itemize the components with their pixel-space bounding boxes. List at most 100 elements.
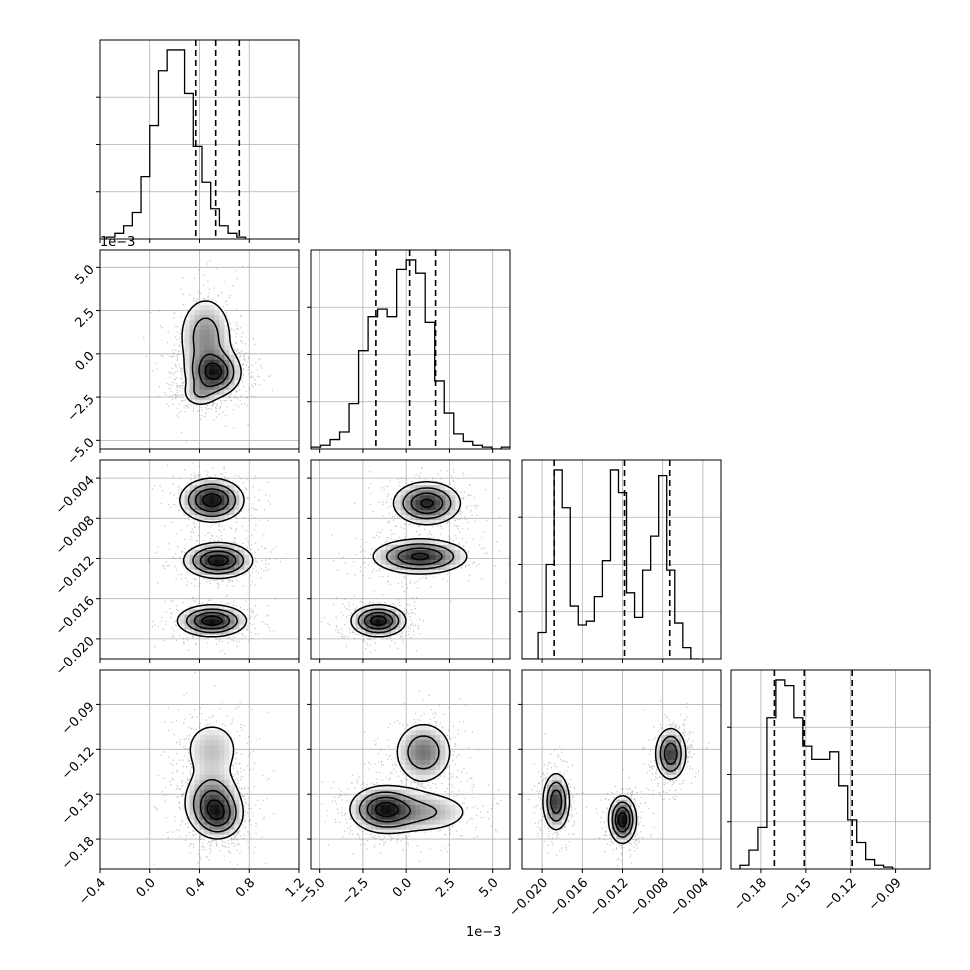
density-cell [430,739,436,746]
density-cell [355,819,362,825]
panel-border [521,459,722,660]
density-cell [415,504,421,511]
density-cell [385,619,391,625]
density-cell [204,359,210,365]
density-cell [194,369,200,375]
density-cell [400,744,406,750]
density-cell [415,569,421,575]
density-cell [390,544,396,550]
density-cell [365,789,372,795]
density-cell [455,549,461,555]
density-cell [375,784,382,790]
density-cell [199,734,205,741]
density-cell [194,334,200,340]
density-cell [395,804,401,810]
density-cell [385,614,391,620]
density-cell [440,514,446,521]
density-cell [204,744,210,750]
density-cell [380,624,387,630]
density-cell [365,614,372,620]
density-cell [209,829,215,835]
density-cell [405,734,411,741]
density-cell [420,544,426,550]
density-cell [194,824,200,830]
panel-border [310,459,511,660]
density-cell [400,734,406,741]
density-cell [445,564,451,570]
density-cell [209,379,215,385]
density-cell [415,539,421,545]
density-cell [425,774,431,780]
density-cell [415,744,421,750]
density-cell [204,514,210,521]
density-cell [380,544,387,550]
density-cell [229,549,235,555]
density-cell [360,624,367,630]
density-cell [425,749,431,755]
contour-line [185,483,245,634]
y-tick-label: 2.5 [72,306,97,331]
density-cell [375,624,382,630]
density-cell [194,329,200,335]
density-cell [420,504,426,511]
density-cell [194,489,200,496]
panel-border [521,669,722,870]
density-cell [199,819,205,825]
density-cell [556,824,563,830]
density-cell [440,554,446,560]
density-cell [410,824,416,830]
density-cell [224,624,230,630]
density-cell [546,814,553,820]
density-cell [234,484,240,491]
density-cell [385,564,391,570]
density-cell [229,799,235,805]
density-cell [224,479,230,486]
density-cell [385,544,391,550]
density-cell [455,504,461,511]
density-cell [204,314,210,321]
density-cell [420,564,426,570]
x-tick-label: −0.09 [866,875,905,914]
panel-border [310,669,511,870]
density-cell [229,379,235,385]
density-cell [214,359,220,365]
density-cell [395,609,401,615]
density-cell [405,494,411,501]
density-cell [219,324,225,330]
density-cell [199,489,205,496]
contour-line [192,778,237,833]
density-cell [410,759,416,765]
density-cell [214,369,220,375]
density-cell [214,339,220,345]
density-cell [400,794,406,800]
density-cell [189,619,195,625]
density-cell [214,764,220,770]
density-cell [224,619,230,625]
density-cell [420,769,426,775]
density-cell [234,819,240,825]
y-tick-label: −2.5 [65,392,98,425]
density-cell [425,814,431,820]
density-cell [395,559,401,565]
x-tick-label: −0.18 [731,875,770,914]
density-cell [616,809,622,815]
density-cell [541,789,548,795]
contour-line [204,362,223,381]
density-cell [375,829,382,835]
density-cell [214,729,220,736]
density-cell [405,814,411,820]
density-cell [219,339,225,345]
density-cell [405,809,411,815]
density-cell [194,559,200,565]
density-cell [199,374,205,380]
density-cell [380,549,387,555]
density-cell [425,769,431,775]
density-cell [415,769,421,775]
density-cell [370,824,377,830]
density-cell [420,539,426,545]
density-cell [370,799,377,805]
density-cell [184,374,190,380]
density-cell [661,739,667,746]
density-cell [405,569,411,575]
density-cell [681,759,687,765]
